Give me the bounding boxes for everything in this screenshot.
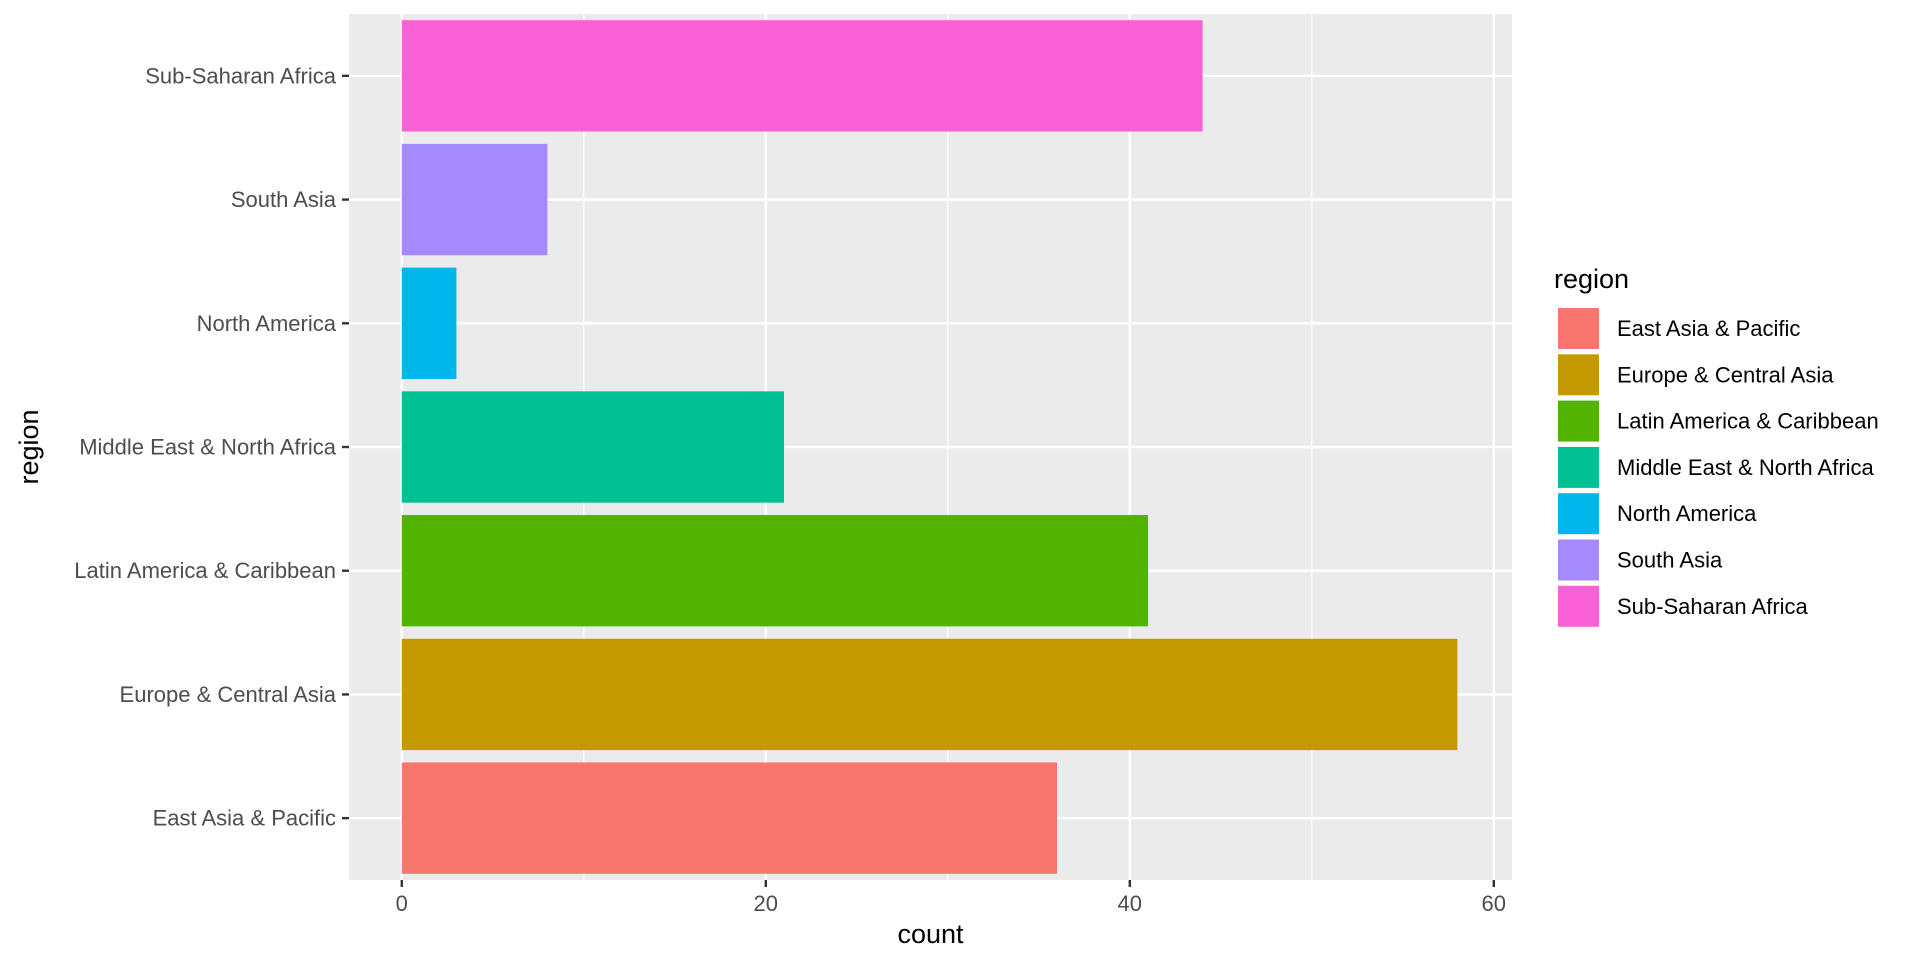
y-tick-label: Sub-Saharan Africa [145,63,337,88]
legend: region East Asia & Pacific Europe & Centr… [1554,264,1879,629]
bar-sub-saharan-africa [401,20,1203,132]
y-tick-label: South Asia [231,187,337,212]
y-tick-label: Latin America & Caribbean [74,558,336,583]
bar-europe-central-asia [401,638,1458,751]
x-tick-label: 20 [754,891,778,916]
bar-middle-east-north-africa [401,391,784,503]
y-tick-label: East Asia & Pacific [153,806,336,831]
legend-label: Europe & Central Asia [1617,362,1834,387]
y-tick-label: Middle East & North Africa [79,435,337,460]
legend-items: East Asia & Pacific Europe & Central Asia… [1556,306,1879,629]
legend-key [1556,583,1601,629]
x-tick-label: 40 [1118,891,1142,916]
bar-north-america [401,267,457,379]
legend-key [1556,491,1601,537]
y-axis-title: region [14,409,44,484]
legend-title: region [1554,264,1629,294]
legend-key [1556,306,1601,351]
bar-east-asia-pacific [401,762,1057,874]
legend-label: Sub-Saharan Africa [1617,594,1809,619]
bar-south-asia [401,143,548,256]
x-axis-title: count [897,919,964,949]
legend-key [1556,352,1601,398]
legend-label: North America [1617,501,1757,526]
y-axis: East Asia & Pacific Europe & Central Asia… [74,63,349,831]
y-tick-label: North America [197,311,337,336]
legend-label: East Asia & Pacific [1617,316,1800,341]
legend-key [1556,537,1601,583]
y-tick-label: Europe & Central Asia [120,682,337,707]
bars [401,20,1458,874]
legend-label: Latin America & Caribbean [1617,409,1879,434]
legend-label: Middle East & North Africa [1617,455,1875,480]
legend-key [1556,398,1601,444]
legend-key [1556,444,1601,490]
x-tick-label: 0 [396,891,408,916]
legend-label: South Asia [1617,548,1723,573]
x-axis: 0 20 40 60 [396,880,1506,916]
x-tick-label: 60 [1482,891,1506,916]
bar-latin-america-caribbean [401,515,1148,627]
